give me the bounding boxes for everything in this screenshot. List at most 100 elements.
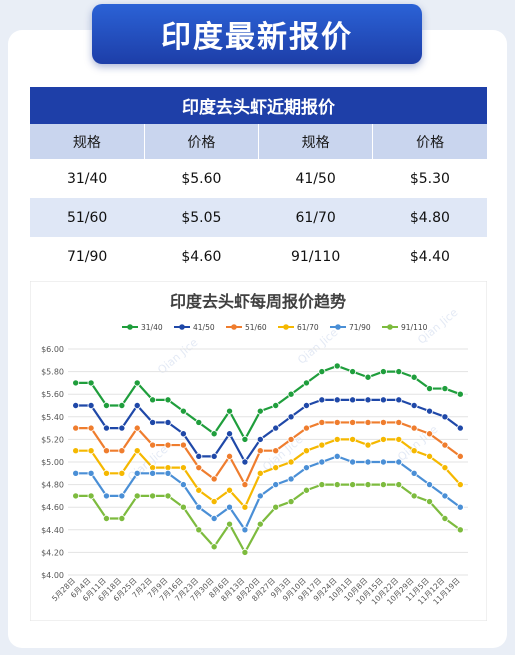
data-point (102, 492, 110, 500)
data-point (149, 492, 157, 500)
data-point (241, 503, 249, 511)
data-point (349, 368, 357, 376)
data-point (364, 481, 372, 489)
data-point (426, 481, 434, 489)
data-point (210, 452, 218, 460)
legend-marker (283, 324, 289, 330)
data-point (287, 435, 295, 443)
data-point (210, 543, 218, 551)
data-point (241, 526, 249, 534)
data-point (426, 452, 434, 460)
data-point (272, 464, 280, 472)
data-point (149, 469, 157, 477)
data-point (226, 452, 234, 460)
data-point (210, 430, 218, 438)
data-point (318, 441, 326, 449)
data-point (241, 548, 249, 556)
data-point (456, 526, 464, 534)
data-point (133, 402, 141, 410)
data-point (179, 441, 187, 449)
price-cell: $4.60 (181, 248, 222, 265)
data-point (102, 469, 110, 477)
price-cell: $5.60 (181, 170, 222, 187)
data-point (349, 481, 357, 489)
legend-marker (179, 324, 185, 330)
data-point (195, 486, 203, 494)
data-point (456, 503, 464, 511)
table-row: 51/60 $5.05 61/70 $4.80 (30, 198, 487, 237)
y-tick-label: $5.40 (41, 413, 64, 422)
data-point (72, 492, 80, 500)
data-point (226, 520, 234, 528)
data-point (318, 396, 326, 404)
data-point (195, 464, 203, 472)
data-point (256, 407, 264, 415)
data-point (226, 503, 234, 511)
data-point (364, 396, 372, 404)
data-point (456, 390, 464, 398)
data-point (410, 424, 418, 432)
data-point (272, 503, 280, 511)
data-point (333, 418, 341, 426)
data-point (118, 492, 126, 500)
price-cell: $5.30 (409, 170, 450, 187)
data-point (72, 424, 80, 432)
data-point (410, 469, 418, 477)
data-point (302, 447, 310, 455)
data-point (118, 514, 126, 522)
data-point (256, 520, 264, 528)
data-point (87, 402, 95, 410)
price-cell: $5.05 (144, 198, 259, 237)
data-point (179, 481, 187, 489)
data-point (379, 418, 387, 426)
data-point (364, 373, 372, 381)
data-point (256, 492, 264, 500)
data-point (149, 418, 157, 426)
y-tick-label: $4.00 (41, 571, 64, 580)
data-point (226, 486, 234, 494)
data-point (349, 458, 357, 466)
legend-label: 91/110 (401, 323, 428, 332)
data-point (302, 379, 310, 387)
column-header: 价格 (143, 124, 259, 159)
data-point (456, 452, 464, 460)
data-point (333, 481, 341, 489)
data-point (164, 469, 172, 477)
data-point (102, 447, 110, 455)
data-point (87, 424, 95, 432)
y-tick-label: $6.00 (41, 345, 64, 354)
data-point (302, 402, 310, 410)
data-point (379, 458, 387, 466)
spec-cell: 31/40 (66, 170, 108, 187)
data-point (195, 452, 203, 460)
data-point (118, 402, 126, 410)
data-point (287, 498, 295, 506)
data-point (333, 362, 341, 370)
data-point (195, 503, 203, 511)
data-point (410, 373, 418, 381)
price-cell: $4.40 (409, 248, 450, 265)
data-point (226, 430, 234, 438)
data-point (164, 492, 172, 500)
data-point (179, 464, 187, 472)
data-point (287, 413, 295, 421)
data-point (164, 396, 172, 404)
legend-label: 71/90 (349, 323, 371, 332)
data-point (118, 424, 126, 432)
data-point (302, 464, 310, 472)
chart-title: 印度去头虾每周报价趋势 (170, 292, 346, 311)
spec-cell: 51/60 (30, 198, 145, 237)
data-point (395, 396, 403, 404)
data-point (426, 385, 434, 393)
data-point (441, 514, 449, 522)
data-point (87, 469, 95, 477)
legend-label: 41/50 (193, 323, 215, 332)
legend-marker (335, 324, 341, 330)
spec-cell: 71/90 (66, 248, 108, 265)
data-point (364, 458, 372, 466)
data-point (87, 492, 95, 500)
spec-cell: 91/110 (290, 248, 341, 265)
data-point (72, 469, 80, 477)
y-tick-label: $4.60 (41, 503, 64, 512)
table-row: 71/90 $4.60 91/110 $4.40 (30, 237, 487, 276)
